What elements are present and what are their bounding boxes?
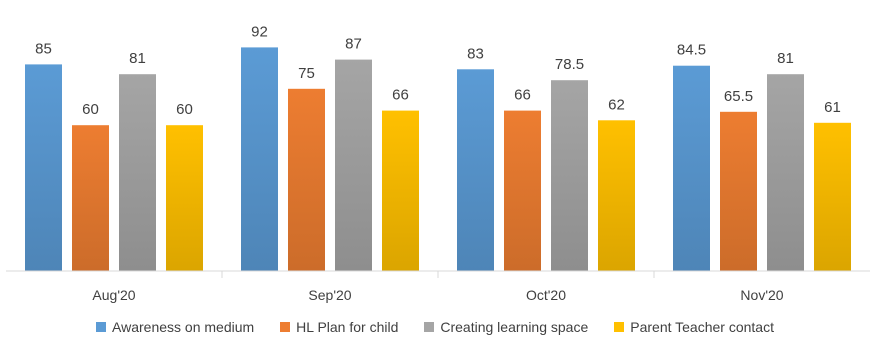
- data-label: 81: [129, 50, 146, 67]
- bar-nov20-series-1: [720, 111, 757, 271]
- data-label: 61: [824, 99, 841, 116]
- x-tick-label: Aug'20: [92, 287, 135, 303]
- bar-sep20-series-1: [288, 88, 325, 272]
- legend-item-hl-plan-for-child: HL Plan for child: [280, 319, 398, 335]
- bar-aug20-series-2: [119, 74, 156, 271]
- x-tick-label: Nov'20: [740, 287, 783, 303]
- legend-label: Awareness on medium: [112, 319, 255, 335]
- data-label: 66: [392, 87, 409, 104]
- data-label: 81: [777, 50, 794, 67]
- bar-sep20-series-3: [382, 110, 419, 271]
- data-label: 75: [298, 65, 315, 82]
- legend-label: Creating learning space: [440, 319, 589, 335]
- bar-nov20-series-3: [814, 122, 851, 271]
- data-label: 62: [608, 96, 625, 113]
- legend-item-parent-teacher-contact: Parent Teacher contact: [614, 319, 774, 335]
- data-label: 83: [467, 45, 484, 62]
- data-label: 78.5: [555, 56, 584, 73]
- legend-swatch: [424, 322, 435, 332]
- bar-oct20-series-0: [457, 69, 494, 271]
- bar-aug20-series-1: [72, 125, 109, 271]
- legend-item-creating-learning-space: Creating learning space: [424, 319, 588, 335]
- bar-oct20-series-1: [504, 110, 541, 271]
- data-label: 65.5: [724, 88, 753, 105]
- data-label: 60: [176, 101, 193, 118]
- bar-nov20-series-2: [767, 74, 804, 271]
- data-label: 85: [35, 40, 52, 57]
- legend-swatch: [96, 322, 107, 332]
- legend-label: Parent Teacher contact: [630, 319, 774, 335]
- data-label: 66: [514, 87, 531, 104]
- bar-aug20-series-0: [25, 64, 62, 272]
- data-label: 84.5: [677, 42, 706, 59]
- bar-sep20-series-2: [335, 59, 372, 271]
- data-label: 60: [82, 101, 99, 118]
- x-tick-label: Sep'20: [308, 287, 351, 303]
- bar-sep20-series-0: [241, 47, 278, 272]
- legend-swatch: [614, 322, 625, 332]
- bar-aug20-series-3: [166, 125, 203, 271]
- legend-swatch: [280, 322, 291, 332]
- legend-label: HL Plan for child: [296, 319, 399, 335]
- x-tick-label: Oct'20: [526, 287, 566, 303]
- x-axis-ticks: Aug'20 Sep'20 Oct'20 Nov'20: [92, 271, 784, 303]
- legend: Awareness on medium HL Plan for child Cr…: [0, 319, 870, 335]
- data-label: 87: [345, 36, 362, 53]
- data-label: 92: [251, 23, 268, 40]
- legend-item-awareness-on-medium: Awareness on medium: [96, 319, 254, 335]
- bar-oct20-series-3: [598, 120, 635, 271]
- bars-layer: 85 60 81 60 92 75 87 66 83 66 78.5 62 84.5 65.5 81 61: [25, 23, 851, 272]
- bar-oct20-series-2: [551, 80, 588, 271]
- bar-nov20-series-0: [673, 65, 710, 271]
